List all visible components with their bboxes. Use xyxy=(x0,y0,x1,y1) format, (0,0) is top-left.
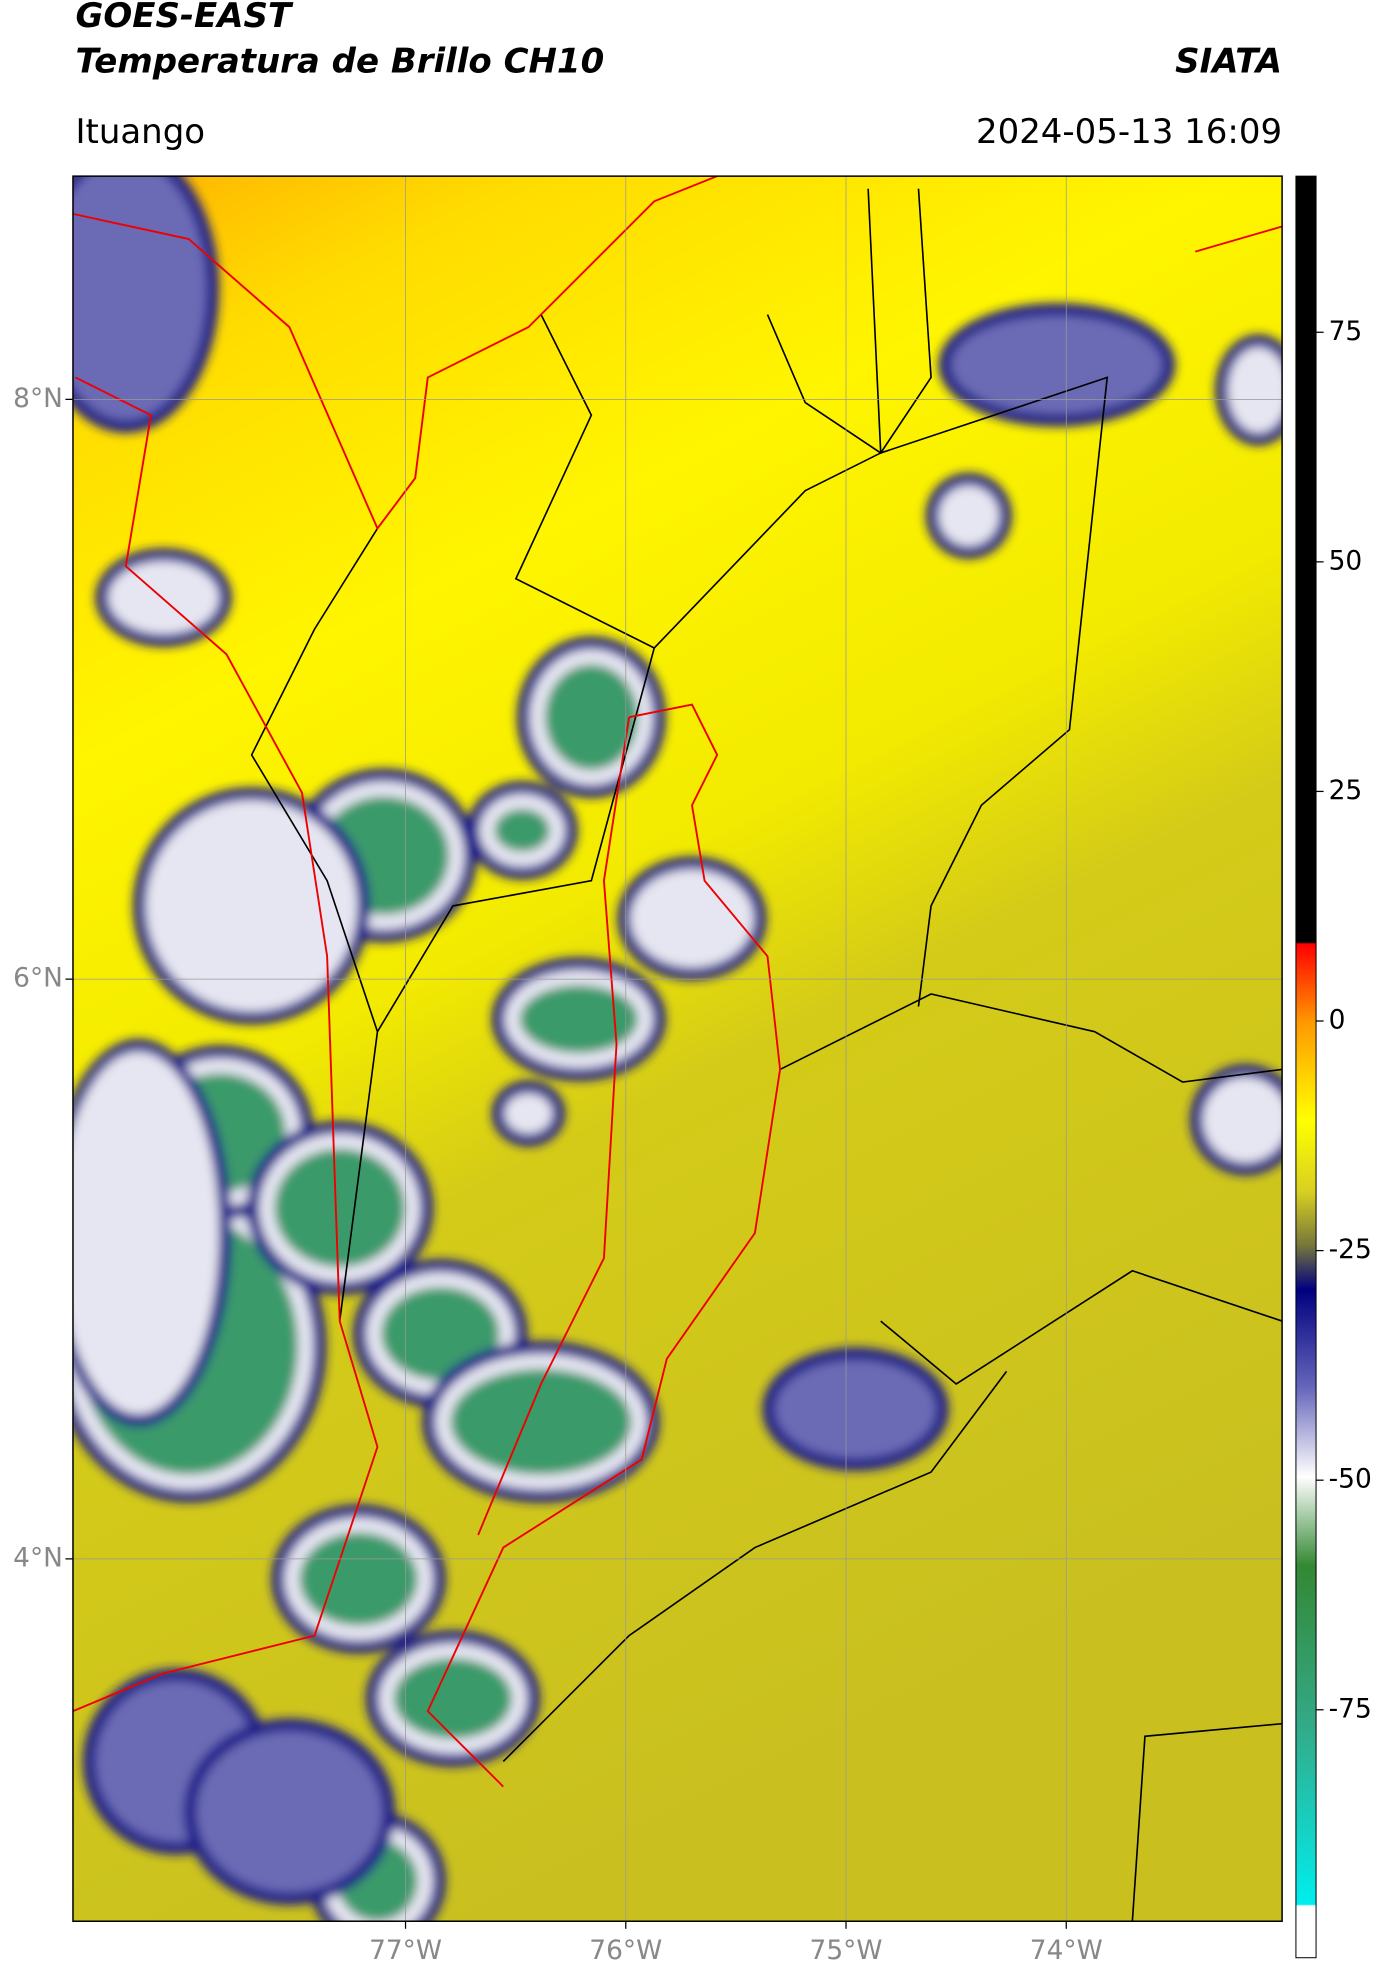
x-tick-label: 74°W xyxy=(1030,1935,1103,1966)
cloud-core xyxy=(381,1287,500,1381)
cloud-core xyxy=(544,664,638,771)
cloud-body xyxy=(504,1093,553,1134)
y-tick-label: 8°N xyxy=(13,383,63,414)
coast-border xyxy=(72,176,1283,1788)
colorbar-tick-label: -50 xyxy=(1329,1464,1372,1495)
y-tick-label: 4°N xyxy=(13,1542,63,1573)
cloud-core xyxy=(450,1368,632,1475)
cloud-body xyxy=(72,1051,219,1415)
cloud-core xyxy=(393,1658,513,1739)
cloud-body xyxy=(1202,1077,1283,1163)
borders xyxy=(250,188,1283,1922)
colorbar-ticks: 75 50 25 0 -25 -50 -75 xyxy=(1316,316,1372,1724)
grid xyxy=(72,176,1283,1922)
colorbar-tick-label: -25 xyxy=(1329,1234,1372,1265)
axes: 77°W 76°W 75°W 74°W 8°N 6°N 4°N xyxy=(13,383,1103,1966)
cloud-body xyxy=(145,800,358,1012)
cloud-body xyxy=(108,561,219,635)
cloud-core xyxy=(299,1532,418,1626)
datetime: 2024-05-13 16:09 xyxy=(976,112,1282,152)
cloud-core xyxy=(494,809,550,852)
colorbar-tick-label: 50 xyxy=(1329,545,1363,576)
cloud-body xyxy=(938,485,999,547)
x-tick-label: 77°W xyxy=(369,1935,442,1966)
colorbar-tick-label: 0 xyxy=(1329,1005,1346,1036)
cloud-body xyxy=(196,1731,383,1893)
colorbar-tick-label: 25 xyxy=(1329,775,1363,806)
source: SIATA xyxy=(1175,41,1282,81)
x-tick-label: 76°W xyxy=(589,1935,662,1966)
x-tick-label: 75°W xyxy=(810,1935,883,1966)
cloud-body xyxy=(775,1360,937,1459)
map-background xyxy=(72,176,1283,1922)
colorbar-tick-label: 75 xyxy=(1329,316,1363,347)
cloud-core xyxy=(274,1148,406,1267)
title: GOES-EAST xyxy=(75,0,293,36)
cloud-body xyxy=(630,869,754,968)
y-tick-label: 6°N xyxy=(13,963,63,994)
clouds xyxy=(72,176,1283,1922)
subtitle: Temperatura de Brillo CH10 xyxy=(75,41,604,81)
colorbar-tick-label: -75 xyxy=(1329,1693,1372,1724)
map xyxy=(72,176,1283,1922)
cloud-core xyxy=(519,985,638,1054)
cloud-body xyxy=(951,315,1163,414)
cloud-body xyxy=(72,176,207,421)
colorbar xyxy=(1295,175,1317,1959)
cloud-body xyxy=(1227,347,1283,433)
location: Ituango xyxy=(75,112,205,152)
map-frame xyxy=(72,175,1283,1922)
